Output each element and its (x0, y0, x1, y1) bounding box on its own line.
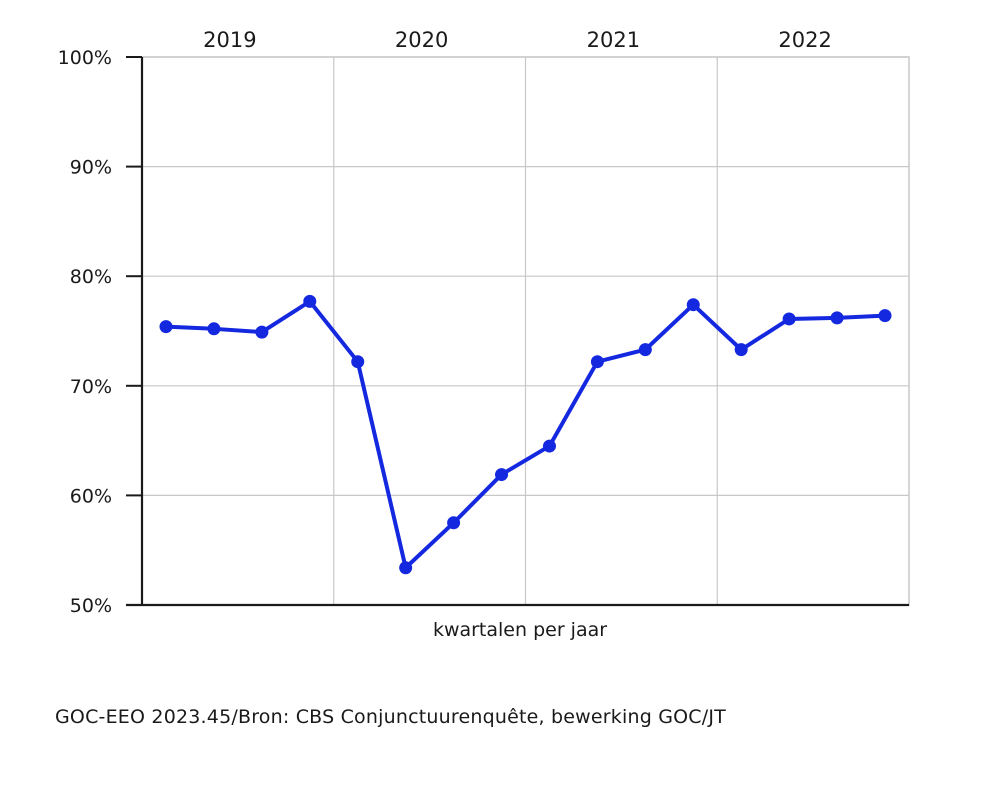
data-point (686, 298, 700, 312)
data-point (782, 312, 796, 326)
data-point (878, 309, 892, 323)
series-line (165, 299, 886, 570)
year-label: 2021 (587, 28, 640, 52)
x-axis-label: kwartalen per jaar (433, 619, 607, 641)
data-point (303, 294, 317, 308)
data-point (351, 355, 365, 369)
data-point (830, 311, 844, 325)
data-point (399, 561, 413, 575)
data-point (447, 516, 461, 530)
data-point (495, 468, 509, 482)
data-point (734, 343, 748, 357)
y-tick-label: 90% (70, 157, 112, 179)
data-point (542, 439, 556, 453)
y-tick-label: 50% (70, 595, 112, 617)
series-layer (159, 294, 892, 575)
y-tick-label: 100% (58, 47, 112, 69)
data-point (638, 343, 652, 357)
y-tick-label: 70% (70, 376, 112, 398)
year-labels: 2019 2020 2021 2022 (203, 28, 832, 52)
y-tick-label: 80% (70, 266, 112, 288)
data-point (207, 322, 221, 336)
data-point (590, 355, 604, 369)
year-label: 2020 (395, 28, 448, 52)
data-point (255, 325, 269, 339)
y-axis: 50% 60% 70% 80% 90% 100% (58, 47, 144, 617)
year-label: 2019 (203, 28, 256, 52)
y-tick-label: 60% (70, 485, 112, 507)
data-point (159, 320, 173, 334)
year-label: 2022 (778, 28, 831, 52)
source-note: GOC-EEO 2023.45/Bron: CBS Conjunctuurenq… (55, 706, 726, 728)
